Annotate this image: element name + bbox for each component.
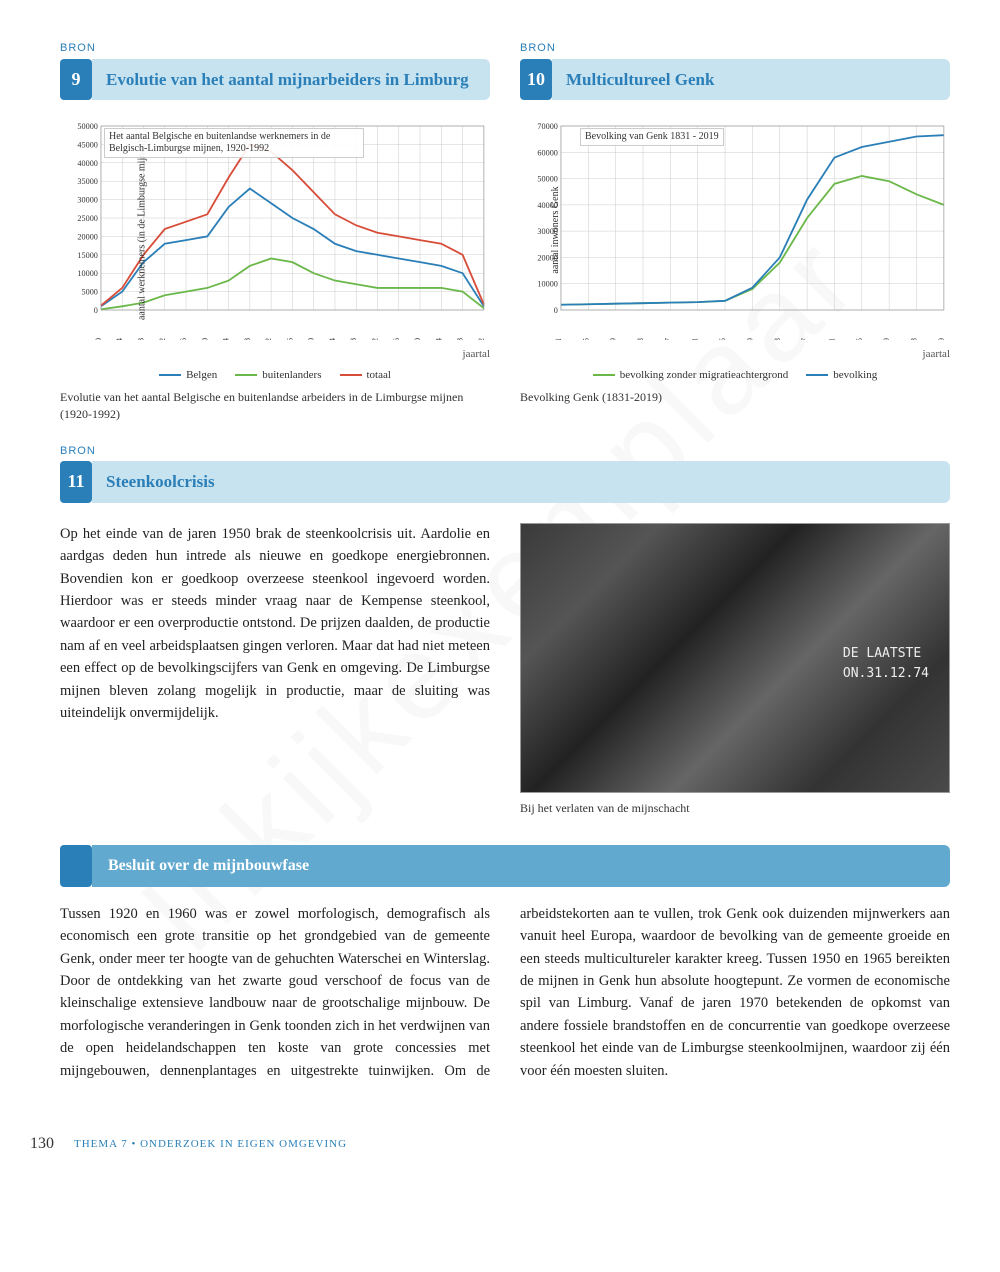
photo-inscription: DE LAATSTE ON.31.12.74 [843,644,929,683]
bron10-legend: bevolking zonder migratieachtergrond bevo… [520,367,950,384]
bron10-number: 10 [520,59,552,101]
svg-text:25000: 25000 [77,214,97,223]
svg-text:10000: 10000 [77,269,97,278]
svg-text:1929: 1929 [745,338,754,340]
svg-text:1960: 1960 [307,338,316,340]
svg-text:1936: 1936 [179,338,188,340]
charts-row: BRON 9 Evolutie van het aantal mijnarbei… [60,40,950,423]
bron10-chart: aantal inwoners Genk 0100002000030000400… [520,120,950,340]
svg-text:20000: 20000 [77,232,97,241]
svg-text:1859: 1859 [609,338,618,340]
page-footer: 130 THEMA 7 • ONDERZOEK IN EIGEN OMGEVIN… [60,1132,950,1156]
svg-text:1984: 1984 [434,338,443,340]
svg-text:1985: 1985 [855,338,864,340]
svg-text:15000: 15000 [77,251,97,260]
svg-text:35000: 35000 [77,177,97,186]
bron9-ylabel: aantal werknemers (in de Limburgse mijne… [135,140,150,320]
svg-text:1976: 1976 [392,338,401,340]
svg-text:40000: 40000 [77,159,97,168]
legend-item: bevolking [806,367,877,384]
svg-text:1915: 1915 [718,338,727,340]
svg-text:1956: 1956 [285,338,294,340]
svg-text:1948: 1948 [243,338,252,340]
conclusion-header: Besluit over de mijnbouwfase [60,845,950,887]
svg-text:1924: 1924 [115,338,124,340]
bron10-caption: Bevolking Genk (1831-2019) [520,389,950,406]
svg-text:50000: 50000 [77,122,97,131]
svg-text:30000: 30000 [77,196,97,205]
svg-text:1943: 1943 [773,338,782,340]
bron11-title: Steenkoolcrisis [92,461,950,503]
legend-item: buitenlanders [235,367,321,384]
svg-text:1944: 1944 [222,338,231,340]
bron11-number: 11 [60,461,92,503]
footer-text: THEMA 7 • ONDERZOEK IN EIGEN OMGEVING [74,1136,347,1153]
photo-caption: Bij het verlaten van de mijnschacht [520,799,950,817]
svg-text:1920: 1920 [94,338,103,340]
svg-text:1999: 1999 [882,338,891,340]
legend-item: totaal [340,367,391,384]
bron9-caption: Evolutie van het aantal Belgische en bui… [60,389,490,423]
svg-text:60000: 60000 [537,148,557,157]
bron9-inner-title: Het aantal Belgische en buitenlandse wer… [104,128,364,158]
svg-text:1992: 1992 [477,338,486,340]
svg-text:45000: 45000 [77,140,97,149]
svg-text:1968: 1968 [349,338,358,340]
svg-text:1932: 1932 [158,338,167,340]
bron11: BRON 11 Steenkoolcrisis Op het einde van… [60,443,950,817]
svg-text:1988: 1988 [456,338,465,340]
bron10-header: 10 Multicultureel Genk [520,59,950,101]
svg-text:1901: 1901 [691,338,700,340]
bron11-body: Op het einde van de jaren 1950 brak de s… [60,523,490,725]
svg-text:1887: 1887 [663,338,672,340]
bron9-header: 9 Evolutie van het aantal mijnarbeiders … [60,59,490,101]
bron9-legend: Belgen buitenlanders totaal [60,367,490,384]
svg-text:1928: 1928 [136,338,145,340]
bron10-title: Multicultureel Genk [552,59,950,101]
svg-text:50000: 50000 [537,175,557,184]
bron10-ylabel: aantal inwoners Genk [548,186,563,273]
svg-text:1873: 1873 [636,338,645,340]
svg-text:0: 0 [94,306,98,315]
conclusion-body: Tussen 1920 en 1960 was er zowel morfolo… [60,903,950,1083]
svg-text:2019: 2019 [937,338,946,340]
bron10-label: BRON [520,40,950,57]
svg-text:1940: 1940 [200,338,209,340]
bron9-title: Evolutie van het aantal mijnarbeiders in… [92,59,490,101]
svg-text:1831: 1831 [554,338,563,340]
svg-text:1952: 1952 [264,338,273,340]
bron9: BRON 9 Evolutie van het aantal mijnarbei… [60,40,490,423]
bron10-inner-title: Bevolking van Genk 1831 - 2019 [580,128,724,146]
legend-item: Belgen [159,367,217,384]
conclusion-section: Besluit over de mijnbouwfase Tussen 1920… [60,845,950,1083]
bron10-xlabel: jaartal [520,346,950,363]
bron9-number: 9 [60,59,92,101]
svg-text:1964: 1964 [328,338,337,340]
legend-item: bevolking zonder migratieachtergrond [593,367,788,384]
svg-text:1971: 1971 [827,338,836,340]
bron9-label: BRON [60,40,490,57]
svg-text:70000: 70000 [537,122,557,131]
bron9-chart: aantal werknemers (in de Limburgse mijne… [60,120,490,340]
conclusion-tab [60,845,92,887]
svg-text:2013: 2013 [909,338,918,340]
page-number: 130 [30,1132,54,1156]
svg-text:1845: 1845 [581,338,590,340]
svg-text:1980: 1980 [413,338,422,340]
conclusion-title: Besluit over de mijnbouwfase [92,845,950,887]
svg-text:0: 0 [554,306,558,315]
svg-text:10000: 10000 [537,280,557,289]
mine-photo: DE LAATSTE ON.31.12.74 [520,523,950,793]
bron11-header: 11 Steenkoolcrisis [60,461,950,503]
svg-text:1972: 1972 [370,338,379,340]
bron10: BRON 10 Multicultureel Genk aantal inwon… [520,40,950,423]
bron9-xlabel: jaartal [60,346,490,363]
svg-text:5000: 5000 [82,288,98,297]
svg-text:1957: 1957 [800,338,809,340]
bron11-label: BRON [60,443,950,460]
